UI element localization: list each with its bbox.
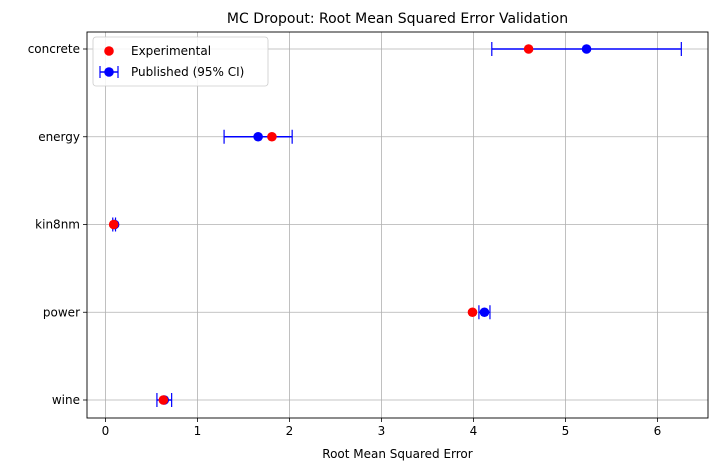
x-axis: 0 1 2 3 4 5 6 bbox=[102, 418, 662, 438]
data-marks bbox=[108, 42, 682, 407]
legend-marker-published bbox=[104, 67, 114, 77]
legend-box bbox=[92, 36, 269, 87]
y-tick-label-concrete: concrete bbox=[28, 42, 80, 56]
published-point-concrete bbox=[581, 44, 592, 54]
legend: Experimental Published (95% CI) bbox=[92, 36, 269, 87]
experimental-point-power bbox=[467, 307, 478, 318]
experimental-point-wine bbox=[158, 395, 169, 405]
x-tick-label: 1 bbox=[194, 424, 202, 438]
y-tick-label-energy: energy bbox=[38, 130, 80, 144]
chart-title: MC Dropout: Root Mean Squared Error Vali… bbox=[227, 11, 568, 27]
x-tick-label: 4 bbox=[470, 424, 478, 438]
legend-label-published: Published (95% CI) bbox=[131, 65, 244, 79]
x-tick-label: 3 bbox=[378, 424, 386, 438]
experimental-point-kin8nm bbox=[108, 219, 119, 230]
legend-label-experimental: Experimental bbox=[131, 44, 211, 58]
published-point-energy bbox=[253, 131, 263, 142]
x-tick-label: 0 bbox=[102, 424, 110, 438]
x-tick-label: 5 bbox=[562, 424, 570, 438]
published-point-power bbox=[479, 307, 490, 318]
y-tick-label-power: power bbox=[43, 305, 80, 319]
x-axis-label: Root Mean Squared Error bbox=[322, 447, 473, 461]
plot-frame bbox=[86, 31, 709, 419]
x-tick-label: 2 bbox=[286, 424, 294, 438]
legend-marker-experimental bbox=[104, 46, 114, 56]
y-tick-label-kin8nm: kin8nm bbox=[35, 218, 80, 232]
experimental-point-energy bbox=[267, 131, 277, 142]
y-tick-label-wine: wine bbox=[52, 393, 80, 407]
x-tick-label: 6 bbox=[654, 424, 662, 438]
y-axis: concrete energy kin8nm power wine bbox=[28, 42, 87, 407]
experimental-point-concrete bbox=[523, 44, 534, 54]
